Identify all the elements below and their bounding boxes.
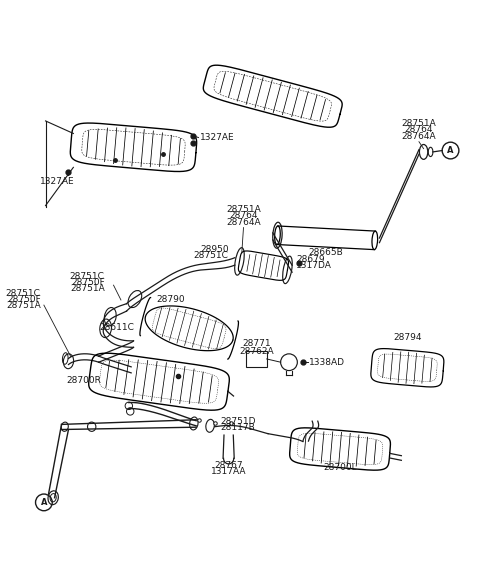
Text: 28950: 28950	[200, 245, 228, 254]
Text: 28764A: 28764A	[402, 131, 436, 141]
Text: 28762A: 28762A	[239, 347, 274, 356]
Text: 28751C: 28751C	[6, 289, 41, 298]
Text: 28665B: 28665B	[309, 248, 344, 258]
Text: A: A	[447, 146, 454, 155]
Text: 1338AD: 1338AD	[310, 357, 346, 367]
Text: 28751A: 28751A	[6, 301, 41, 310]
Text: 28751C: 28751C	[70, 272, 105, 281]
Text: 28751C: 28751C	[194, 251, 228, 260]
Text: 28764: 28764	[229, 211, 258, 220]
Text: 28764A: 28764A	[226, 218, 261, 227]
Text: 28750F: 28750F	[7, 295, 41, 304]
Text: 28751A: 28751A	[70, 284, 105, 293]
Text: 1327AE: 1327AE	[200, 133, 235, 142]
Text: 1317DA: 1317DA	[296, 261, 332, 270]
Text: 28750F: 28750F	[71, 278, 105, 287]
Text: 28700R: 28700R	[66, 376, 101, 385]
Text: 28117B: 28117B	[220, 423, 255, 432]
Text: 28751A: 28751A	[226, 205, 261, 214]
Text: 28700L: 28700L	[323, 463, 357, 473]
Text: 28764: 28764	[405, 125, 433, 134]
Text: 28751D: 28751D	[220, 417, 256, 426]
Text: 1317AA: 1317AA	[211, 467, 246, 477]
Text: 28751A: 28751A	[402, 119, 436, 128]
Text: 1327AE: 1327AE	[39, 177, 74, 185]
Text: 28771: 28771	[242, 339, 271, 348]
Text: 28794: 28794	[393, 333, 421, 342]
Text: 28767: 28767	[215, 461, 243, 470]
Text: 28611C: 28611C	[100, 323, 135, 332]
Text: 28790: 28790	[156, 295, 185, 304]
Text: A: A	[41, 498, 47, 507]
Text: 28679: 28679	[296, 255, 324, 264]
